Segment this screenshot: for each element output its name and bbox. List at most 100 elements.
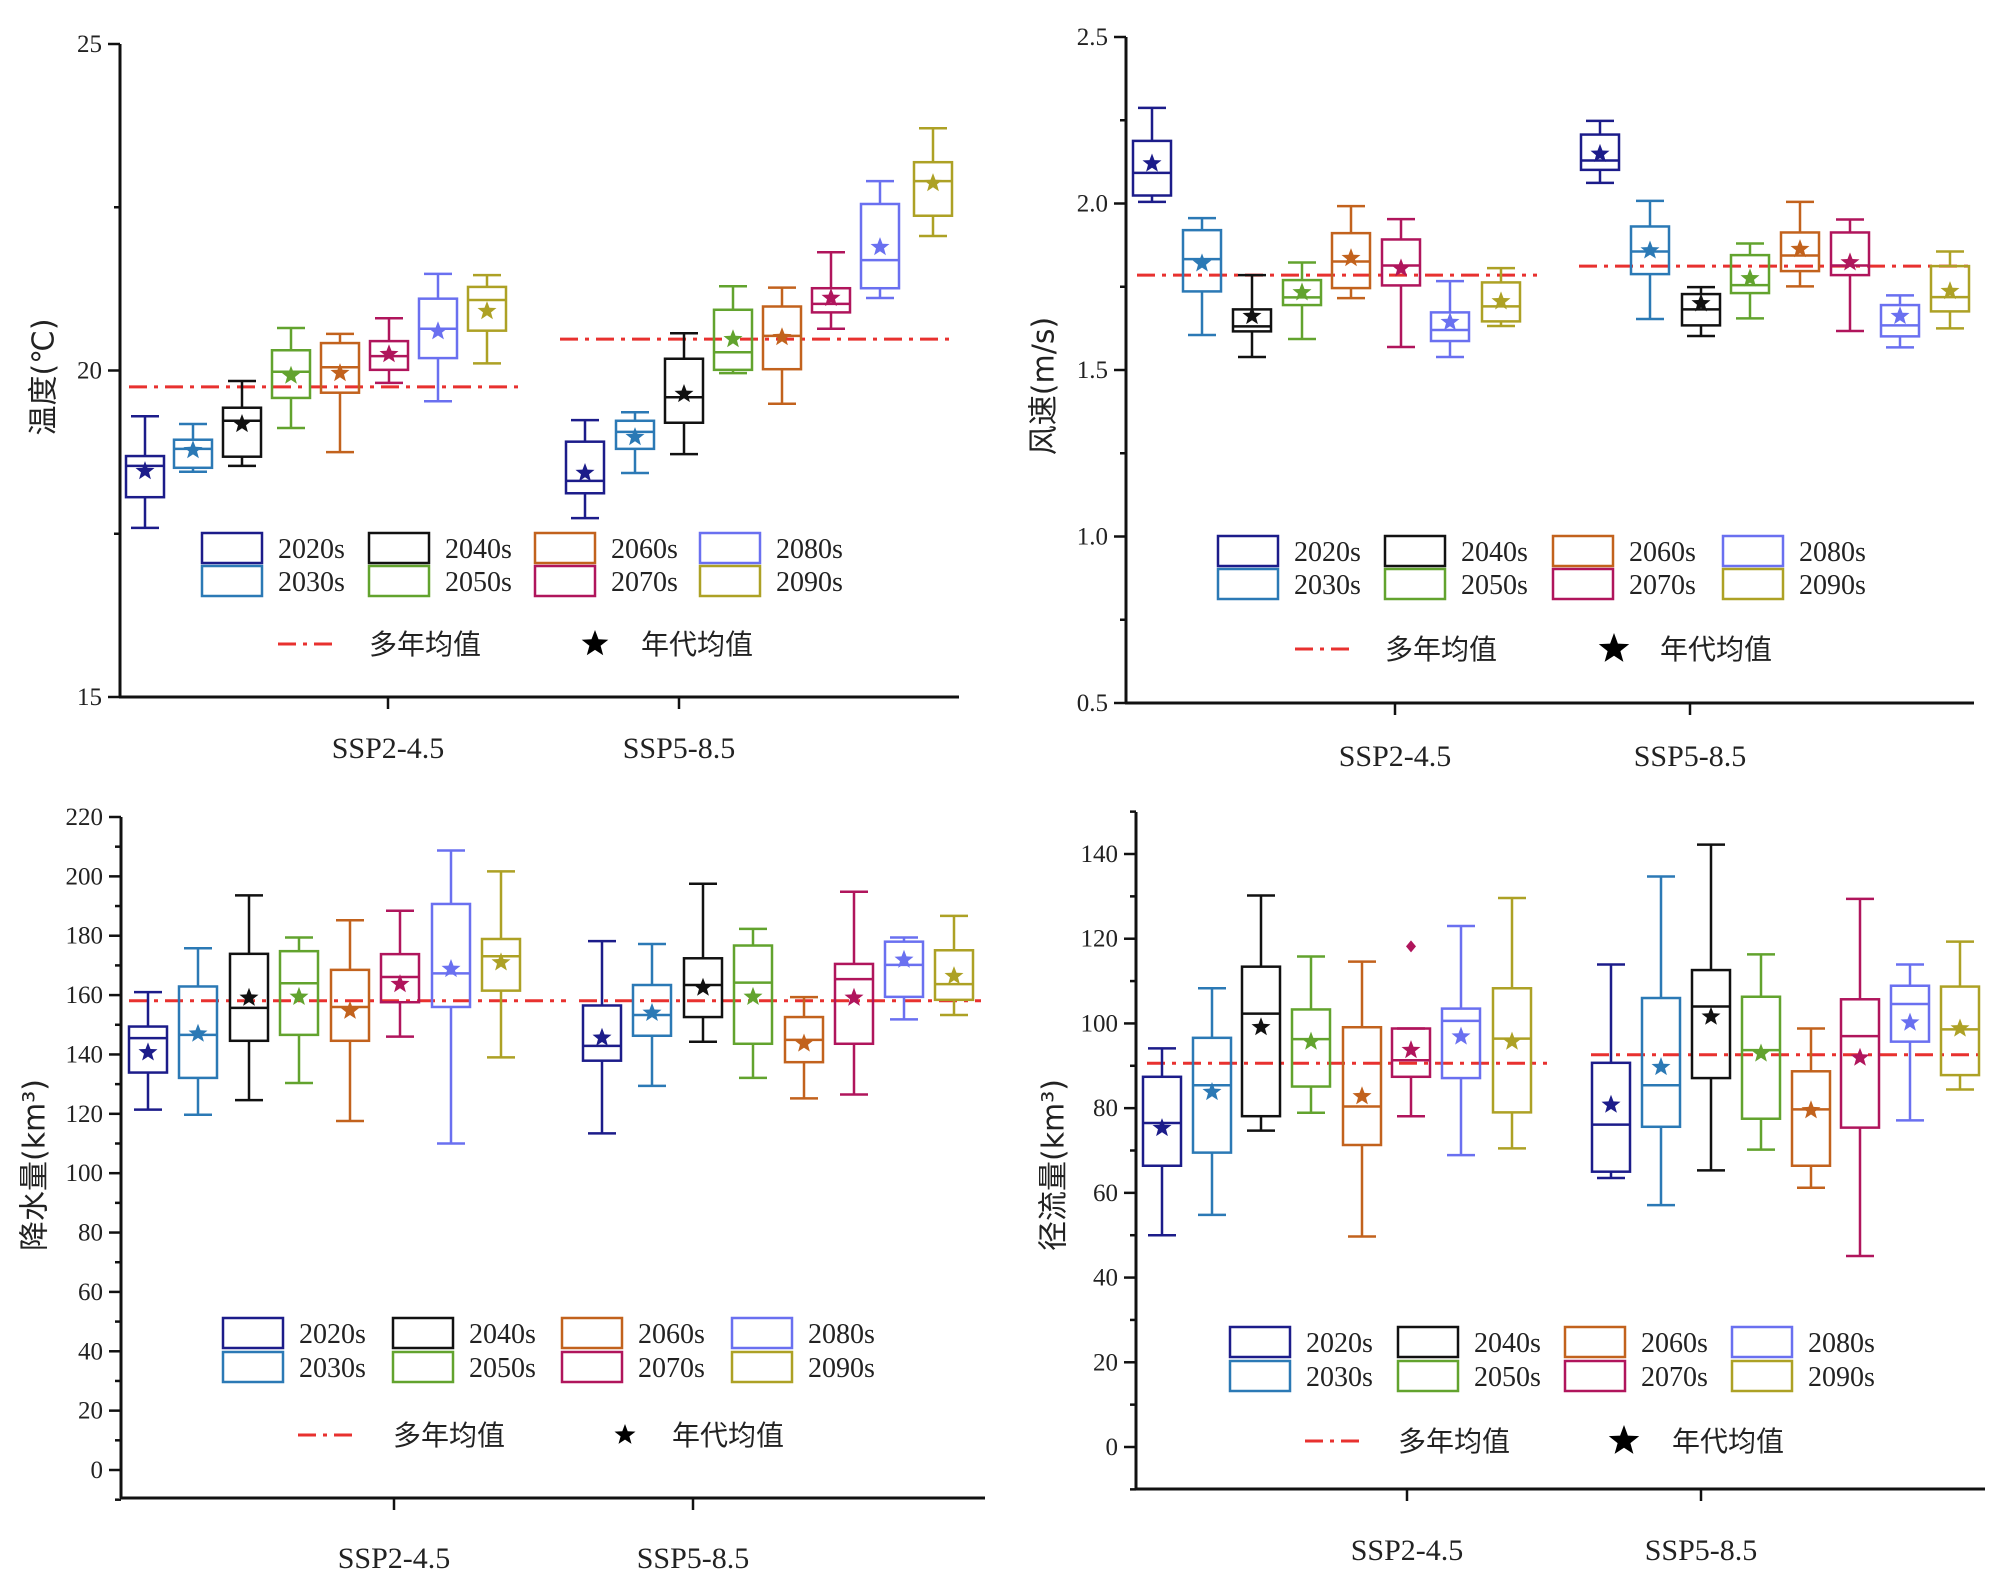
decade-mean-star-icon — [1491, 291, 1511, 310]
box-SSP5-8.5-2060s — [1779, 200, 1821, 288]
box-SSP5-8.5-2090s — [1929, 250, 1971, 330]
box-SSP2-4.5-2090s — [480, 870, 522, 1059]
legend-swatch — [1383, 534, 1447, 568]
y-axis-title: 温度(℃) — [27, 318, 62, 435]
legend-swatch — [221, 1350, 285, 1384]
legend-swatch — [1228, 1359, 1292, 1393]
box-SSP2-4.5-2060s — [1341, 960, 1383, 1238]
decade-mean-star-icon — [1251, 1017, 1271, 1036]
legend-item-2080s: 2080s — [1730, 1325, 1875, 1359]
box-SSP2-4.5-2040s — [228, 894, 270, 1102]
y-tick-label: 0 — [1106, 1434, 1119, 1461]
iqr-box — [1281, 278, 1323, 307]
legend-label: 2080s — [808, 1319, 875, 1350]
decade-mean-star-icon — [923, 173, 943, 192]
legend-item-2030s: 2030s — [200, 564, 345, 598]
legend-label: 2040s — [469, 1319, 536, 1350]
x-category-label: SSP2-4.5 — [1351, 1534, 1464, 1567]
box-SSP2-4.5-2020s — [1141, 1047, 1183, 1237]
legend-item-2040s: 2040s — [367, 531, 512, 565]
legend-item-2040s: 2040s — [1383, 534, 1528, 568]
legend-label: 年代均值 — [641, 628, 753, 661]
legend-label: 2050s — [1474, 1362, 1541, 1393]
legend-swatch — [560, 1316, 624, 1350]
legend-label: 2090s — [776, 567, 843, 598]
decade-mean-star-icon — [1440, 312, 1460, 331]
y-tick-label: 60 — [78, 1279, 103, 1306]
box-SSP5-8.5-2060s — [761, 286, 803, 406]
decade-mean-star-icon — [844, 987, 864, 1006]
y-tick-label: 100 — [1081, 1010, 1119, 1037]
decade-mean-star-icon — [188, 1023, 208, 1042]
y-tick-label: 15 — [77, 684, 102, 711]
iqr-box — [1240, 965, 1282, 1118]
box-SSP5-8.5-2080s — [1879, 294, 1921, 349]
legend-item-2030s: 2030s — [1228, 1359, 1373, 1393]
y-tick-label: 25 — [77, 31, 102, 58]
box-SSP2-4.5-2070s — [1380, 217, 1422, 349]
decade-mean-star-icon — [870, 237, 890, 256]
y-tick-label: 20 — [1093, 1349, 1118, 1376]
legend-label: 2080s — [1808, 1328, 1875, 1359]
decade-mean-star-icon — [1890, 306, 1910, 325]
box-SSP2-4.5-2090s — [466, 273, 508, 365]
decade-mean-star-icon — [1401, 1040, 1421, 1059]
iqr-box — [859, 202, 901, 290]
legend-swatch — [698, 564, 762, 598]
box-SSP5-8.5-2020s — [564, 418, 606, 520]
y-axis-title: 风速(m/s) — [1027, 317, 1062, 455]
decade-mean-star-icon — [1950, 1018, 1970, 1037]
iqr-box — [124, 454, 166, 499]
y-tick-label: 0.5 — [1077, 690, 1108, 717]
chart-panel-2: 0.5 1.0 1.5 2.0 2.5 SSP2-4.5 SSP5-8.5 风速(m/s) 20… — [1027, 24, 1974, 773]
box-SSP2-4.5-2060s — [319, 332, 361, 454]
decade-mean-star-icon — [674, 384, 694, 403]
iqr-box — [883, 940, 925, 999]
box-SSP2-4.5-2080s — [1429, 279, 1471, 359]
legend-item-2040s: 2040s — [1396, 1325, 1541, 1359]
legend-label: 2090s — [1808, 1362, 1875, 1393]
box-SSP5-8.5-2050s — [1729, 242, 1771, 320]
y-tick-label: 0 — [91, 1457, 104, 1484]
decade-mean-star-icon — [575, 463, 595, 482]
box-SSP5-8.5-2080s — [1889, 963, 1931, 1122]
decade-mean-star-icon — [477, 301, 497, 320]
decade-mean-star-icon — [232, 414, 252, 433]
legend-label: 2050s — [469, 1353, 536, 1384]
decade-mean-star-icon — [330, 363, 350, 382]
iqr-box — [1829, 231, 1871, 277]
iqr-box — [1939, 985, 1981, 1077]
iqr-box — [732, 944, 774, 1046]
iqr-box — [1690, 968, 1732, 1080]
y-tick-label: 120 — [66, 1101, 104, 1128]
decade-mean-star-icon — [1590, 143, 1610, 162]
decade-mean-star-icon — [1940, 281, 1960, 300]
legend-label: 多年均值 — [393, 1419, 505, 1452]
legend-item-2050s: 2050s — [391, 1350, 536, 1384]
legend-label: 2070s — [611, 567, 678, 598]
box-SSP2-4.5-2040s — [1240, 894, 1282, 1132]
box-SSP5-8.5-2020s — [1590, 963, 1632, 1180]
legend-label: 年代均值 — [672, 1419, 784, 1452]
legend-item-2060s: 2060s — [1551, 534, 1696, 568]
legend-swatch — [1730, 1325, 1794, 1359]
iqr-box — [1740, 995, 1782, 1120]
legend-swatch — [367, 564, 431, 598]
box-SSP5-8.5-2060s — [1790, 1027, 1832, 1190]
legend-swatch — [730, 1350, 794, 1384]
box-SSP2-4.5-2070s — [379, 909, 421, 1038]
x-category-label: SSP2-4.5 — [332, 732, 445, 765]
decade-mean-star-icon — [183, 440, 203, 459]
y-tick-label: 200 — [66, 863, 104, 890]
iqr-box — [278, 949, 320, 1037]
iqr-box — [270, 349, 312, 400]
iqr-box — [1640, 996, 1682, 1129]
y-tick-label: 120 — [1081, 926, 1119, 953]
iqr-box — [1440, 1007, 1482, 1080]
iqr-box — [1790, 1070, 1832, 1167]
iqr-box — [1839, 998, 1881, 1129]
legend-label: 2030s — [278, 567, 345, 598]
